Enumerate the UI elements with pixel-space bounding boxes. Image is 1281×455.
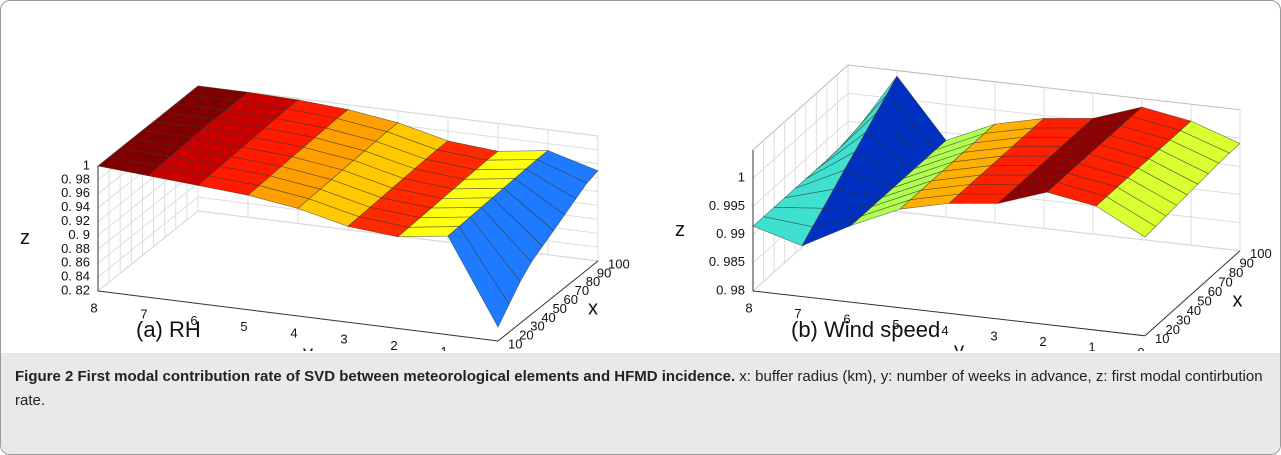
y-axis-label: y — [303, 342, 313, 351]
x-tick-label: 90 — [1239, 256, 1253, 271]
z-tick-label: 1 — [738, 170, 745, 185]
y-tick-label: 4 — [290, 325, 297, 340]
y-axis-label: y — [954, 340, 964, 351]
x-tick-label: 70 — [1218, 275, 1232, 290]
x-tick-label: 30 — [530, 319, 544, 334]
x-axis-label: x — [588, 297, 598, 319]
x-tick-label: 40 — [1187, 303, 1201, 318]
surface-cell — [447, 226, 510, 328]
z-axis-label: z — [20, 227, 30, 249]
y-tick-label: 3 — [990, 328, 997, 343]
axis-line — [752, 290, 1146, 337]
caption: Figure 2 First modal contribution rate o… — [1, 353, 1280, 454]
y-tick-label: 5 — [240, 319, 247, 334]
z-tick-label: 0. 94 — [61, 199, 90, 214]
caption-text: x: buffer radius (km), y: number of week… — [15, 368, 1263, 409]
x-tick-label: 90 — [597, 265, 611, 280]
x-tick-label: 10 — [508, 336, 522, 351]
x-tick-label: 40 — [541, 310, 555, 325]
y-tick-label: 8 — [90, 300, 97, 315]
x-tick-label: 70 — [575, 283, 589, 298]
y-tick-label: 0 — [490, 350, 497, 351]
z-tick-label: 0. 84 — [61, 269, 90, 284]
x-tick-label: 50 — [552, 301, 566, 316]
axis-line — [97, 290, 499, 342]
z-tick-label: 0. 985 — [709, 254, 745, 269]
y-tick-label: 7 — [140, 307, 147, 322]
y-tick-label: 1 — [1088, 340, 1095, 351]
y-tick-label: 0 — [1137, 345, 1144, 351]
y-tick-label: 3 — [340, 332, 347, 347]
x-tick-label: 10 — [1155, 331, 1169, 346]
x-tick-label: 20 — [519, 328, 533, 343]
z-tick-label: 0. 98 — [716, 282, 745, 297]
x-tick-label: 20 — [1166, 322, 1180, 337]
y-tick-label: 2 — [390, 338, 397, 351]
figure: 0. 820. 840. 860. 880. 90. 920. 940. 960… — [20, 63, 1272, 365]
z-tick-label: 1 — [83, 157, 90, 172]
z-tick-label: 0. 86 — [61, 255, 90, 270]
axis-line — [1144, 250, 1241, 337]
x-tick-label: 100 — [1250, 246, 1272, 261]
axis-line — [497, 260, 599, 342]
y-tick-label: 6 — [190, 313, 197, 328]
subplot-title: (a) RH — [136, 317, 201, 342]
y-tick-label: 2 — [1039, 334, 1046, 349]
z-tick-label: 0. 98 — [61, 171, 90, 186]
y-tick-label: 5 — [892, 317, 899, 332]
z-tick-label: 0. 96 — [61, 185, 90, 200]
x-tick-label: 50 — [1197, 293, 1211, 308]
subplot-title: (b) Wind speed — [791, 317, 940, 342]
y-tick-label: 1 — [440, 344, 447, 351]
z-axis-label: z — [675, 219, 685, 241]
z-tick-label: 0. 9 — [68, 227, 90, 242]
x-tick-label: 80 — [586, 274, 600, 289]
z-tick-label: 0. 92 — [61, 213, 90, 228]
y-tick-label: 8 — [745, 300, 752, 315]
x-tick-label: 80 — [1229, 265, 1243, 280]
y-tick-label: 4 — [941, 323, 948, 338]
x-axis-label: x — [1233, 290, 1243, 312]
z-tick-label: 0. 88 — [61, 241, 90, 256]
y-tick-label: 6 — [843, 312, 850, 327]
z-tick-label: 0. 82 — [61, 282, 90, 297]
x-tick-label: 60 — [564, 292, 578, 307]
z-tick-label: 0. 99 — [716, 226, 745, 241]
x-tick-label: 100 — [608, 256, 630, 271]
caption-title: Figure 2 First modal contribution rate o… — [15, 368, 736, 385]
z-tick-label: 0. 995 — [709, 198, 745, 213]
x-tick-label: 30 — [1176, 312, 1190, 327]
x-tick-label: 60 — [1208, 284, 1222, 299]
surface-cell — [1095, 196, 1157, 238]
y-tick-label: 7 — [794, 306, 801, 321]
